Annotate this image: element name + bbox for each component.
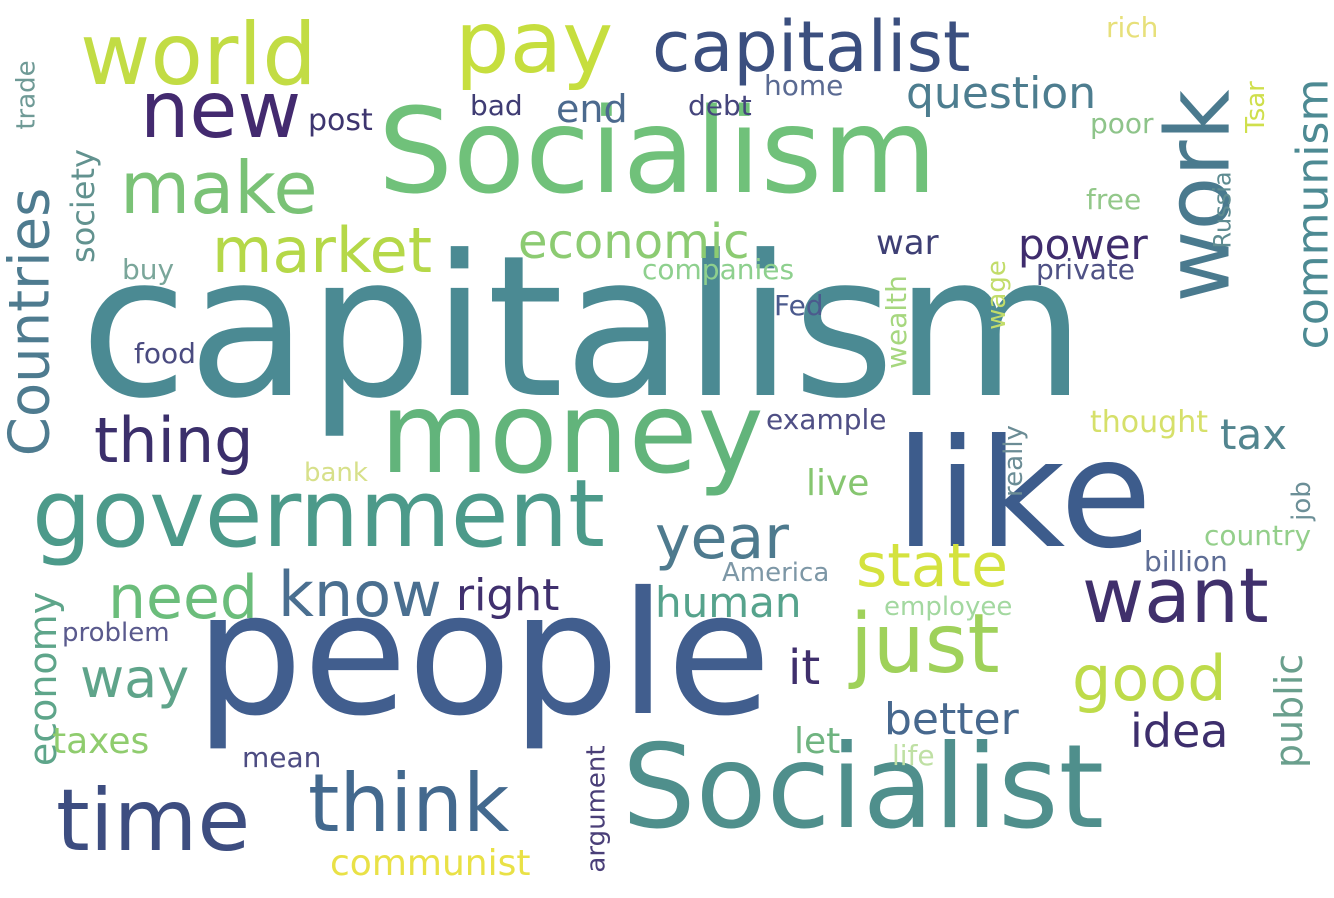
word: good: [1072, 642, 1227, 715]
word: human: [655, 578, 802, 627]
word: buy: [122, 253, 175, 286]
word: people: [195, 556, 772, 754]
word: post: [308, 103, 373, 138]
word: better: [884, 694, 1019, 745]
word: Countries: [0, 187, 63, 457]
word: market: [212, 214, 433, 287]
word: economic: [518, 214, 750, 270]
word: society: [63, 149, 102, 263]
word: live: [806, 463, 870, 504]
word: thought: [1090, 405, 1208, 440]
word: Socialist: [622, 720, 1105, 855]
word: poor: [1090, 107, 1154, 140]
word: home: [764, 69, 844, 102]
word: job: [1286, 481, 1317, 521]
word: year: [655, 503, 789, 573]
word: mean: [242, 741, 322, 774]
word: question: [906, 68, 1097, 119]
word: capitalism: [80, 214, 1086, 442]
word: know: [278, 558, 442, 631]
word: want: [1082, 551, 1269, 640]
word: right: [456, 570, 560, 621]
word: just: [850, 597, 1000, 692]
word: taxes: [52, 721, 150, 762]
word: trade: [11, 60, 42, 130]
word: capitalist: [652, 6, 971, 88]
word: government: [32, 460, 606, 569]
word: country: [1204, 519, 1312, 552]
word: way: [80, 647, 190, 710]
word: bad: [470, 89, 523, 122]
word: like: [895, 408, 1153, 582]
word: wealth: [879, 275, 913, 369]
word: companies: [642, 253, 795, 286]
word: world: [80, 5, 317, 105]
word: wage: [981, 260, 1012, 330]
word: rich: [1106, 11, 1159, 44]
word: money: [380, 369, 764, 499]
word: thing: [94, 404, 254, 477]
word: idea: [1130, 704, 1229, 758]
word: America: [722, 558, 830, 588]
word: Fed: [774, 289, 824, 322]
word: problem: [62, 618, 170, 648]
word: free: [1086, 183, 1142, 216]
word: new: [140, 66, 302, 156]
word: debt: [688, 89, 752, 122]
word: pay: [455, 0, 614, 93]
word: let: [794, 721, 841, 762]
word: bank: [304, 458, 368, 488]
word: Russia: [1208, 171, 1237, 249]
word: argument: [581, 745, 612, 873]
word: food: [134, 337, 196, 370]
word: it: [788, 640, 821, 696]
word: need: [108, 563, 258, 633]
word: private: [1036, 253, 1135, 286]
word: communist: [330, 843, 531, 884]
word: power: [1018, 220, 1148, 269]
word: tax: [1220, 410, 1288, 459]
word: public: [1267, 653, 1312, 769]
word: Tsar: [1240, 81, 1271, 133]
word: Socialism: [378, 82, 938, 220]
word: example: [766, 403, 887, 436]
word: communism: [1287, 78, 1334, 350]
word: life: [892, 739, 935, 772]
word: time: [56, 771, 251, 871]
word: billion: [1144, 545, 1228, 578]
word: state: [856, 531, 1008, 601]
word: really: [998, 425, 1029, 497]
word: employee: [884, 592, 1013, 622]
word: think: [308, 757, 510, 850]
word: end: [556, 87, 628, 131]
word: make: [120, 146, 318, 230]
word: war: [876, 223, 939, 263]
